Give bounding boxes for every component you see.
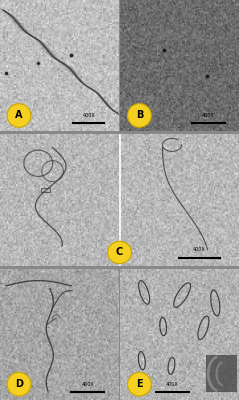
Ellipse shape	[128, 372, 151, 396]
Bar	[41, 188, 50, 192]
FancyBboxPatch shape	[206, 355, 237, 392]
Text: 400X: 400X	[82, 113, 95, 118]
Text: D: D	[15, 379, 23, 389]
Ellipse shape	[108, 241, 131, 264]
Text: B: B	[136, 110, 143, 120]
Ellipse shape	[128, 104, 151, 127]
Text: A: A	[15, 110, 23, 120]
Text: 400X: 400X	[193, 248, 206, 252]
Text: C: C	[116, 248, 123, 258]
Text: 400X: 400X	[166, 382, 179, 387]
Ellipse shape	[7, 372, 31, 396]
Ellipse shape	[7, 104, 31, 127]
Text: 400X: 400X	[81, 382, 94, 387]
Text: E: E	[136, 379, 143, 389]
Text: 400X: 400X	[202, 113, 215, 118]
